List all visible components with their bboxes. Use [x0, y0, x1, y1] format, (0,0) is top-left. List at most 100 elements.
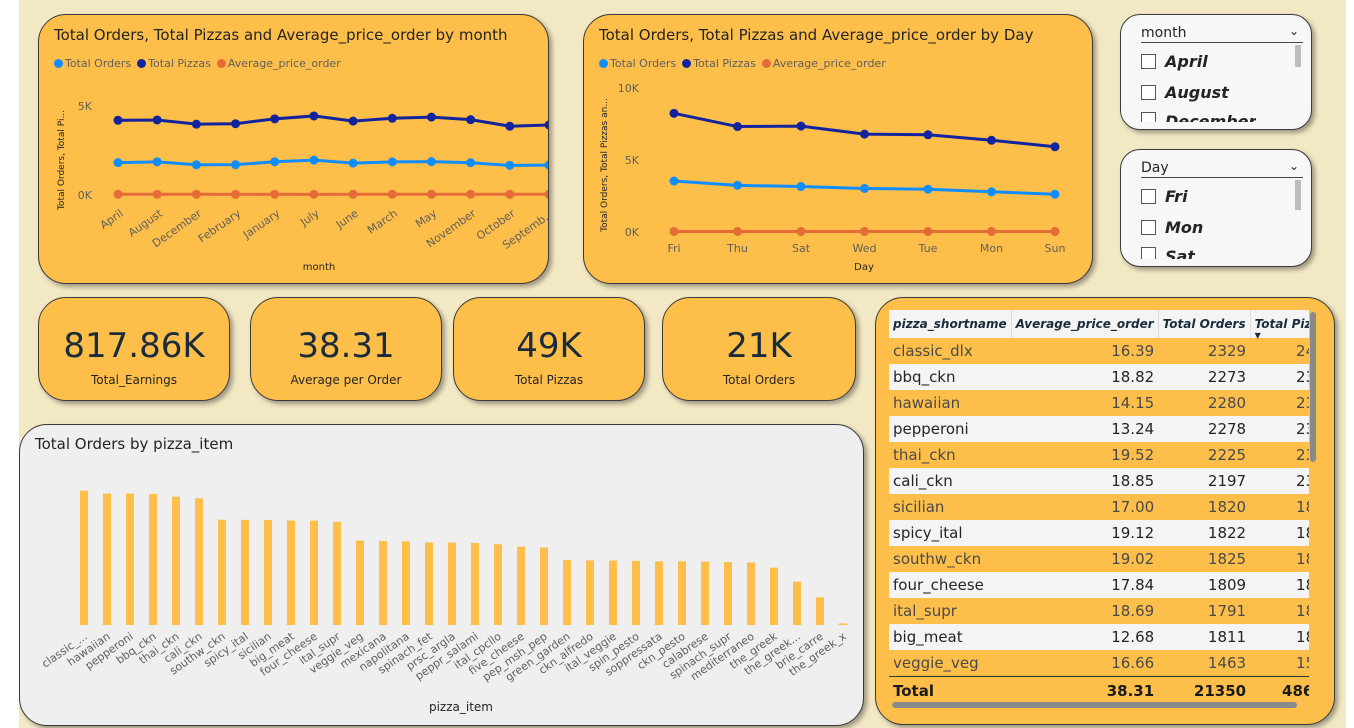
checkbox[interactable] — [1141, 220, 1156, 235]
bar-1[interactable] — [103, 493, 111, 625]
month-slicer[interactable]: month ⌄ April August December — [1120, 14, 1312, 130]
month-point-2-1[interactable] — [152, 189, 162, 199]
table-vertical-scrollbar[interactable] — [1310, 312, 1316, 462]
bar-12[interactable] — [356, 540, 364, 625]
bar-10[interactable] — [310, 520, 318, 625]
month-point-1-11[interactable] — [544, 120, 550, 130]
day-point-0-1[interactable] — [733, 180, 742, 190]
day-point-2-5[interactable] — [987, 226, 996, 236]
bar-23[interactable] — [609, 560, 617, 625]
column-header-total-pizzas[interactable]: Total Pizzas▼ — [1250, 310, 1309, 340]
bar-5[interactable] — [195, 498, 203, 625]
bar-19[interactable] — [517, 546, 525, 625]
day-point-0-6[interactable] — [1050, 189, 1060, 199]
day-point-0-5[interactable] — [987, 187, 996, 197]
checkbox[interactable] — [1141, 85, 1156, 100]
day-point-1-4[interactable] — [923, 130, 933, 140]
table-horizontal-scrollbar[interactable] — [892, 702, 1297, 708]
bar-0[interactable] — [80, 490, 88, 625]
bar-24[interactable] — [632, 560, 640, 625]
month-point-0-11[interactable] — [544, 160, 550, 170]
day-slicer[interactable]: Day ⌄ Fri Mon Sat — [1120, 149, 1312, 267]
day-line-chart-card[interactable]: Total Orders, Total Pizzas and Average_p… — [583, 14, 1093, 284]
month-point-1-2[interactable] — [191, 119, 201, 129]
bar-16[interactable] — [448, 542, 456, 625]
month-point-0-0[interactable] — [113, 158, 123, 168]
day-slicer-scrollbar[interactable] — [1295, 180, 1301, 210]
bar-8[interactable] — [264, 520, 272, 625]
bar-4[interactable] — [172, 496, 180, 625]
month-point-2-3[interactable] — [231, 189, 241, 199]
bar-14[interactable] — [402, 541, 410, 625]
legend-item-average-price-order[interactable]: Average_price_order — [216, 57, 341, 70]
chevron-down-icon[interactable]: ⌄ — [1288, 24, 1299, 38]
checkbox[interactable] — [1141, 189, 1156, 204]
day-point-2-6[interactable] — [1050, 226, 1060, 236]
month-point-1-6[interactable] — [348, 116, 358, 126]
month-point-0-8[interactable] — [426, 157, 436, 167]
day-point-2-3[interactable] — [860, 226, 869, 236]
month-point-0-4[interactable] — [270, 157, 280, 167]
month-point-1-8[interactable] — [426, 112, 436, 122]
month-point-1-10[interactable] — [505, 121, 515, 131]
column-header-average-price-order[interactable]: Average_price_order — [1011, 310, 1159, 338]
month-point-0-3[interactable] — [231, 160, 241, 170]
month-point-0-9[interactable] — [466, 158, 476, 168]
day-point-1-1[interactable] — [733, 122, 742, 132]
month-point-2-7[interactable] — [387, 189, 397, 199]
legend-item-total-orders[interactable]: Total Orders — [599, 57, 676, 70]
kpi-total-pizzas[interactable]: 49K Total Pizzas — [453, 297, 645, 401]
bar-20[interactable] — [540, 547, 548, 625]
bar-11[interactable] — [333, 521, 341, 625]
day-point-0-4[interactable] — [923, 184, 933, 194]
month-point-2-4[interactable] — [270, 189, 280, 199]
month-point-0-5[interactable] — [309, 155, 319, 165]
month-point-0-10[interactable] — [505, 160, 515, 170]
month-point-2-9[interactable] — [466, 189, 476, 199]
bar-3[interactable] — [149, 493, 157, 625]
day-point-2-0[interactable] — [669, 226, 679, 236]
month-point-1-4[interactable] — [270, 114, 280, 124]
day-point-2-4[interactable] — [923, 226, 933, 236]
legend-item-total-orders[interactable]: Total Orders — [54, 57, 131, 70]
bar-29[interactable] — [747, 562, 755, 625]
day-point-0-3[interactable] — [860, 183, 869, 193]
checkbox[interactable] — [1141, 112, 1156, 122]
bar-33[interactable] — [839, 623, 847, 625]
bar-18[interactable] — [494, 544, 502, 625]
legend-item-average-price-order[interactable]: Average_price_order — [761, 57, 886, 70]
day-point-1-3[interactable] — [860, 129, 869, 139]
day-slicer-item-sat[interactable]: Sat — [1141, 247, 1195, 259]
month-point-1-5[interactable] — [309, 111, 319, 121]
bar-17[interactable] — [471, 542, 479, 625]
column-header-pizza-shortname[interactable]: pizza_shortname — [889, 310, 1012, 338]
column-header-total-orders[interactable]: Total Orders — [1158, 310, 1251, 338]
month-point-1-7[interactable] — [387, 113, 397, 123]
bar-13[interactable] — [379, 541, 387, 625]
month-point-1-0[interactable] — [113, 115, 123, 125]
day-point-1-6[interactable] — [1050, 142, 1060, 152]
month-point-2-5[interactable] — [309, 189, 319, 199]
kpi-total-earnings[interactable]: 817.86K Total_Earnings — [38, 297, 230, 401]
bar-30[interactable] — [770, 567, 778, 625]
month-line-chart-card[interactable]: Total Orders, Total Pizzas and Average_p… — [38, 14, 549, 284]
bar-25[interactable] — [655, 561, 663, 625]
bar-22[interactable] — [586, 560, 594, 625]
kpi-average-per-order[interactable]: 38.31 Average per Order — [250, 297, 442, 401]
chevron-down-icon[interactable]: ⌄ — [1288, 159, 1299, 173]
month-slicer-header[interactable]: month ⌄ — [1141, 24, 1303, 43]
bar-27[interactable] — [701, 561, 709, 625]
month-slicer-item-august[interactable]: August — [1141, 83, 1229, 102]
orders-by-pizza-item-bar-chart[interactable]: Total Orders by pizza_item pizza_item cl… — [19, 424, 864, 726]
day-point-0-2[interactable] — [796, 182, 806, 192]
day-point-1-0[interactable] — [669, 108, 679, 118]
